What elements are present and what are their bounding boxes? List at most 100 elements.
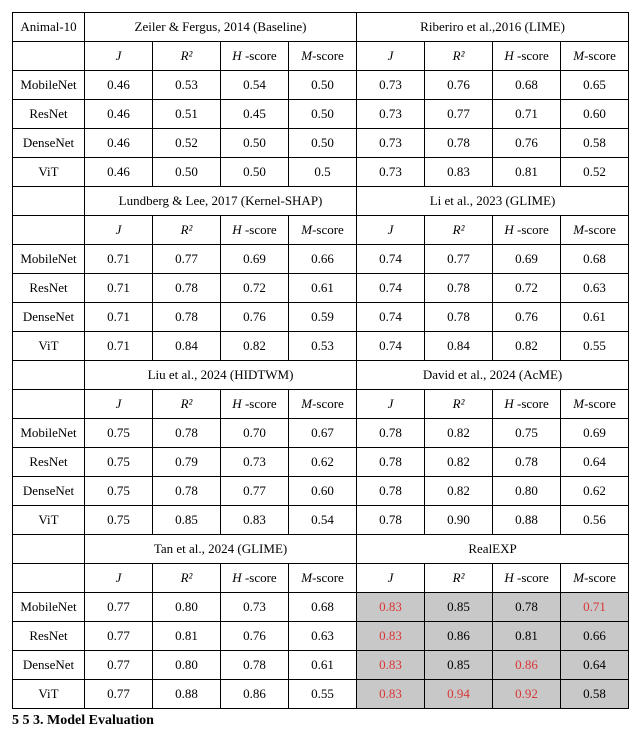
model-name: ResNet: [13, 622, 85, 651]
metric-header: R²: [153, 390, 221, 419]
cell: 0.78: [357, 506, 425, 535]
cell: 0.60: [289, 477, 357, 506]
cell: 0.90: [425, 506, 493, 535]
metric-header: R²: [153, 216, 221, 245]
cell: 0.72: [493, 274, 561, 303]
cell: 0.82: [425, 477, 493, 506]
cell: 0.75: [85, 506, 153, 535]
cell: 0.88: [153, 680, 221, 709]
metric-header: J: [357, 564, 425, 593]
cell: 0.81: [153, 622, 221, 651]
cell: 0.62: [561, 477, 629, 506]
cell: 0.82: [425, 448, 493, 477]
method-title: Tan et al., 2024 (GLIME): [85, 535, 357, 564]
cell: 0.71: [85, 332, 153, 361]
cell: 0.86: [425, 622, 493, 651]
cell: 0.58: [561, 680, 629, 709]
metric-header: M-score: [289, 42, 357, 71]
cell: 0.76: [221, 622, 289, 651]
model-name: ResNet: [13, 448, 85, 477]
cell: 0.77: [85, 680, 153, 709]
metric-header: J: [357, 390, 425, 419]
cell: 0.78: [153, 419, 221, 448]
cell: 0.78: [425, 303, 493, 332]
cell: 0.83: [357, 680, 425, 709]
cell: 0.80: [493, 477, 561, 506]
cell: 0.45: [221, 100, 289, 129]
cell: 0.61: [289, 651, 357, 680]
cell: 0.82: [493, 332, 561, 361]
model-name: DenseNet: [13, 303, 85, 332]
cell: 0.78: [493, 593, 561, 622]
model-name: DenseNet: [13, 129, 85, 158]
method-title: Li et al., 2023 (GLIME): [357, 187, 629, 216]
metric-header: J: [85, 216, 153, 245]
cell: 0.75: [85, 448, 153, 477]
model-name: DenseNet: [13, 651, 85, 680]
metric-header: J: [357, 216, 425, 245]
results-table: Animal-10Zeiler & Fergus, 2014 (Baseline…: [12, 12, 629, 709]
cell: 0.50: [289, 71, 357, 100]
cell: 0.67: [289, 419, 357, 448]
cell: 0.68: [289, 593, 357, 622]
cell: 0.46: [85, 158, 153, 187]
cell: 0.69: [561, 419, 629, 448]
metric-header: M-score: [561, 390, 629, 419]
cell: 0.50: [289, 100, 357, 129]
cell: 0.76: [493, 129, 561, 158]
cell: 0.79: [153, 448, 221, 477]
cell: 0.88: [493, 506, 561, 535]
cell: 0.85: [425, 651, 493, 680]
cell: 0.46: [85, 129, 153, 158]
cell: 0.78: [221, 651, 289, 680]
cell: 0.82: [425, 419, 493, 448]
cell: 0.78: [153, 303, 221, 332]
cell: 0.58: [561, 129, 629, 158]
cell: 0.62: [289, 448, 357, 477]
metric-header: R²: [153, 42, 221, 71]
metric-header: R²: [425, 564, 493, 593]
cell: 0.83: [357, 622, 425, 651]
empty: [13, 390, 85, 419]
metric-header: H -score: [221, 390, 289, 419]
metric-header: M-score: [289, 564, 357, 593]
metric-header: M-score: [561, 564, 629, 593]
cell: 0.92: [493, 680, 561, 709]
metric-header: M-score: [289, 216, 357, 245]
cell: 0.61: [561, 303, 629, 332]
model-name: DenseNet: [13, 477, 85, 506]
cell: 0.52: [561, 158, 629, 187]
cell: 0.86: [493, 651, 561, 680]
model-name: ViT: [13, 158, 85, 187]
metric-header: J: [85, 564, 153, 593]
cell: 0.71: [85, 245, 153, 274]
model-name: MobileNet: [13, 419, 85, 448]
cell: 0.75: [85, 419, 153, 448]
cell: 0.83: [357, 593, 425, 622]
model-name: ViT: [13, 680, 85, 709]
cell: 0.60: [561, 100, 629, 129]
cell: 0.64: [561, 448, 629, 477]
cell: 0.78: [357, 448, 425, 477]
metric-header: H -score: [493, 564, 561, 593]
cell: 0.61: [289, 274, 357, 303]
metric-header: J: [85, 390, 153, 419]
cell: 0.75: [85, 477, 153, 506]
empty: [13, 216, 85, 245]
metric-header: J: [357, 42, 425, 71]
cell: 0.65: [561, 71, 629, 100]
cell: 0.85: [153, 506, 221, 535]
cell: 0.51: [153, 100, 221, 129]
metric-header: R²: [425, 42, 493, 71]
cell: 0.63: [561, 274, 629, 303]
metric-header: H -score: [493, 390, 561, 419]
cell: 0.78: [493, 448, 561, 477]
cell: 0.78: [425, 129, 493, 158]
metric-header: H -score: [493, 42, 561, 71]
cell: 0.77: [85, 593, 153, 622]
cell: 0.94: [425, 680, 493, 709]
cell: 0.69: [493, 245, 561, 274]
cell: 0.70: [221, 419, 289, 448]
cell: 0.55: [561, 332, 629, 361]
cell: 0.53: [289, 332, 357, 361]
